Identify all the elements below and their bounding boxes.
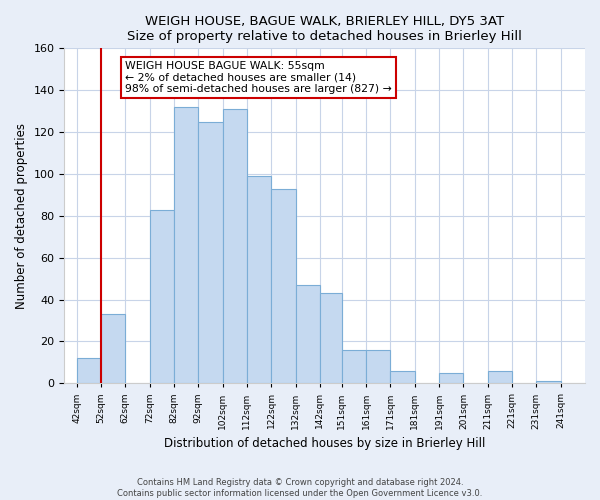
Bar (391, 370, 415, 384)
Bar (149, 210, 174, 384)
X-axis label: Distribution of detached houses by size in Brierley Hill: Distribution of detached houses by size … (164, 437, 485, 450)
Bar (101, 314, 125, 384)
Text: WEIGH HOUSE BAGUE WALK: 55sqm
← 2% of detached houses are smaller (14)
98% of se: WEIGH HOUSE BAGUE WALK: 55sqm ← 2% of de… (125, 61, 392, 94)
Y-axis label: Number of detached properties: Number of detached properties (15, 123, 28, 309)
Bar (536, 381, 560, 384)
Bar (223, 109, 247, 384)
Bar (198, 122, 223, 384)
Title: WEIGH HOUSE, BAGUE WALK, BRIERLEY HILL, DY5 3AT
Size of property relative to det: WEIGH HOUSE, BAGUE WALK, BRIERLEY HILL, … (127, 15, 522, 43)
Bar (247, 176, 271, 384)
Bar (366, 350, 391, 384)
Bar (77, 358, 101, 384)
Text: Contains HM Land Registry data © Crown copyright and database right 2024.
Contai: Contains HM Land Registry data © Crown c… (118, 478, 482, 498)
Bar (174, 107, 198, 384)
Bar (439, 373, 463, 384)
Bar (320, 294, 342, 384)
Bar (488, 370, 512, 384)
Bar (271, 188, 296, 384)
Bar (296, 285, 320, 384)
Bar (342, 350, 366, 384)
